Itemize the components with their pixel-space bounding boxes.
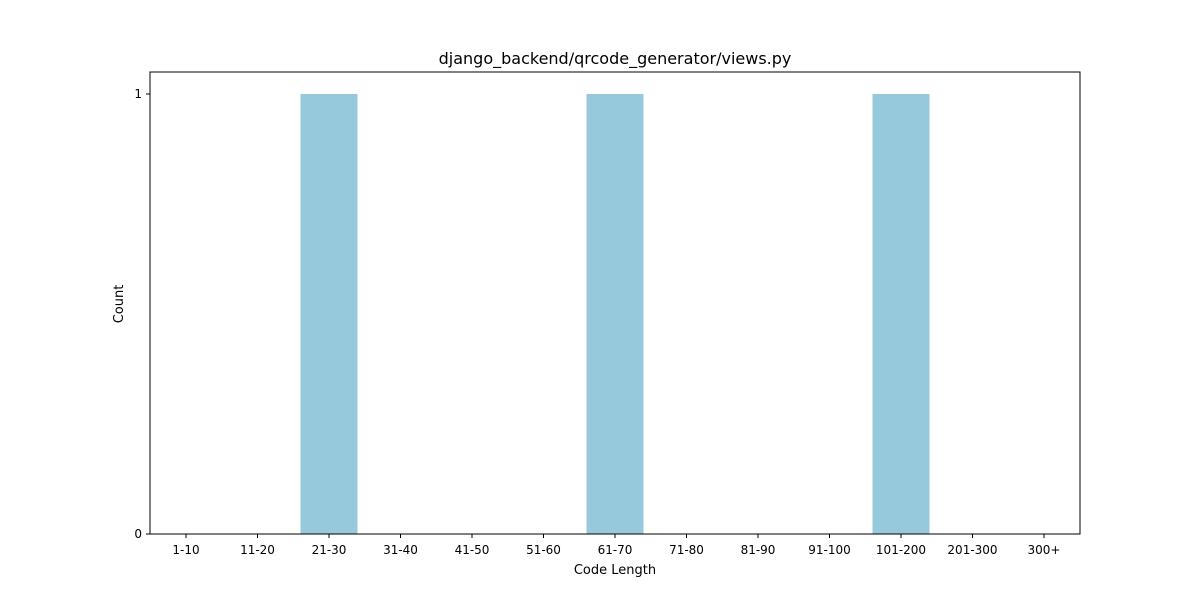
y-tick-label: 0: [134, 527, 142, 541]
bar-101-200: [872, 94, 930, 534]
bar-61-70: [586, 94, 644, 534]
x-axis-label: Code Length: [574, 563, 656, 578]
x-tick-label: 300+: [1028, 543, 1061, 557]
y-axis-ticks: 01: [134, 87, 150, 541]
x-tick-label: 11-20: [240, 543, 275, 557]
x-tick-label: 91-100: [808, 543, 851, 557]
x-tick-label: 81-90: [741, 543, 776, 557]
x-tick-label: 51-60: [526, 543, 561, 557]
x-tick-label: 201-300: [947, 543, 997, 557]
x-tick-label: 21-30: [312, 543, 347, 557]
x-tick-label: 1-10: [172, 543, 199, 557]
chart-title: django_backend/qrcode_generator/views.py: [439, 49, 792, 69]
y-tick-label: 1: [134, 87, 142, 101]
x-tick-label: 71-80: [669, 543, 704, 557]
x-tick-label: 31-40: [383, 543, 418, 557]
x-tick-label: 101-200: [876, 543, 926, 557]
x-tick-label: 61-70: [598, 543, 633, 557]
y-axis-label: Count: [112, 285, 127, 324]
x-tick-label: 41-50: [455, 543, 490, 557]
bars-group: [300, 94, 930, 534]
x-axis-ticks: 1-10 11-20 21-30 31-40 41-50 51-60 61-70 71-80 8…: [172, 534, 1060, 557]
bar-21-30: [300, 94, 358, 534]
